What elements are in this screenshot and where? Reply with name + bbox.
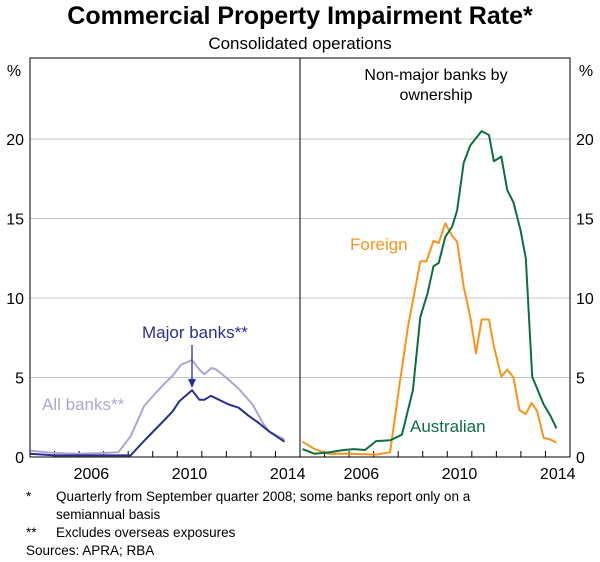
y-tick-label-right: 15 xyxy=(576,212,594,229)
sources: Sources: APRA; RBA xyxy=(26,543,155,558)
series-line-foreign xyxy=(301,222,557,456)
chart-title: Commercial Property Impairment Rate* xyxy=(67,2,533,30)
y-tick-label-right: 20 xyxy=(576,132,594,149)
label-all-banks: All banks** xyxy=(42,395,125,414)
y-tick-label-left: 15 xyxy=(6,212,24,229)
y-tick-label-right: 5 xyxy=(576,371,585,388)
panel-title-line1: Non-major banks by xyxy=(364,67,507,84)
y-tick-label-left: 20 xyxy=(6,132,24,149)
label-australian: Australian xyxy=(410,417,486,436)
series-line-australian xyxy=(302,130,558,455)
x-tick-label: 2006 xyxy=(344,466,380,483)
y-tick-label-left: 0 xyxy=(15,450,24,467)
y-axis-unit-left: % xyxy=(7,63,21,80)
x-tick-label: 2014 xyxy=(540,466,576,483)
x-tick-label: 2014 xyxy=(270,466,306,483)
y-tick-label-left: 10 xyxy=(6,291,24,308)
x-tick-label: 2010 xyxy=(172,466,208,483)
series-line-major-banks xyxy=(29,389,286,457)
y-tick-label-left: 5 xyxy=(15,371,24,388)
y-tick-label-right: 0 xyxy=(576,450,585,467)
y-axis-unit-right: % xyxy=(579,63,593,80)
label-foreign: Foreign xyxy=(350,235,408,254)
series-line-all-banks xyxy=(29,359,285,455)
y-tick-label-right: 10 xyxy=(576,291,594,308)
major-banks-arrowhead xyxy=(188,379,196,388)
chart-subtitle: Consolidated operations xyxy=(208,34,391,53)
x-tick-label: 2006 xyxy=(74,466,110,483)
x-tick-label: 2010 xyxy=(442,466,478,483)
panel-title-line2: ownership xyxy=(400,87,473,104)
label-major-banks: Major banks** xyxy=(142,323,248,342)
